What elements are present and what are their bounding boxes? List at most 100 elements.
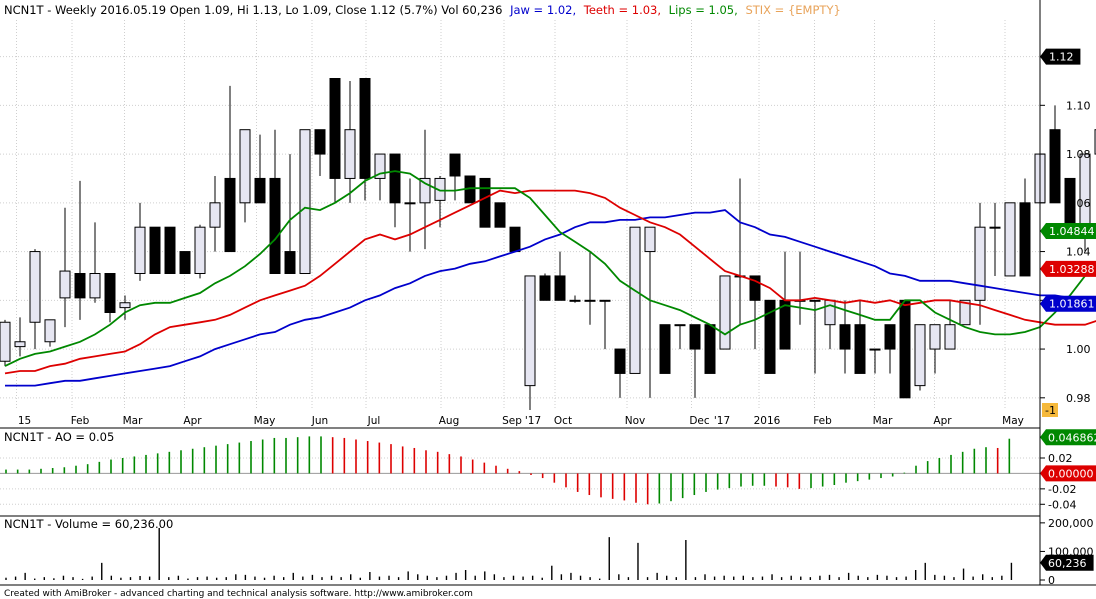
bullish-candle bbox=[14, 341, 26, 348]
x-axis-label: May bbox=[254, 415, 276, 427]
ao-value-badges: 0.046862 0.00000 bbox=[1040, 429, 1096, 482]
bullish-candle bbox=[809, 299, 821, 302]
price-badge-label: 1.12 bbox=[1049, 51, 1074, 64]
corner-badge bbox=[1042, 403, 1058, 417]
bullish-candle bbox=[599, 299, 611, 302]
price-header: NCN1T - Weekly 2016.05.19 Open 1.09, Hi … bbox=[4, 3, 502, 17]
bearish-candle bbox=[899, 299, 911, 399]
bullish-candle bbox=[29, 251, 41, 323]
ao-badge bbox=[1040, 465, 1096, 482]
bullish-candle bbox=[59, 270, 71, 299]
footer-credit: Created with AmiBroker - advanced charti… bbox=[4, 589, 473, 599]
bullish-candle bbox=[89, 273, 101, 299]
bearish-candle bbox=[659, 324, 671, 374]
ao-y-axis: 0.02 -0.02 -0.04 bbox=[1040, 452, 1076, 511]
bullish-candle bbox=[194, 226, 206, 274]
bullish-candle bbox=[374, 153, 386, 179]
x-axis-label: Oct bbox=[554, 415, 572, 427]
x-axis-label: Mar bbox=[123, 415, 143, 427]
bearish-candle bbox=[224, 177, 236, 253]
bullish-candle bbox=[584, 299, 596, 302]
bullish-candle bbox=[674, 324, 686, 327]
bullish-candle bbox=[0, 321, 11, 362]
bearish-candle bbox=[764, 299, 776, 374]
price-badge bbox=[1040, 295, 1096, 312]
jaw-line bbox=[5, 209, 1096, 387]
bearish-candle bbox=[149, 226, 161, 274]
bearish-candle bbox=[854, 324, 866, 374]
bullish-candle bbox=[824, 299, 836, 326]
price-pane-title: NCN1T - Weekly 2016.05.19 Open 1.09, Hi … bbox=[4, 3, 841, 17]
bullish-candle bbox=[644, 226, 656, 253]
bearish-candle bbox=[74, 273, 86, 299]
bullish-candle bbox=[719, 275, 731, 350]
bearish-candle bbox=[314, 129, 326, 155]
bearish-candle bbox=[839, 324, 851, 350]
ao-histogram bbox=[5, 436, 1011, 505]
bearish-candle bbox=[704, 324, 716, 374]
bearish-candle bbox=[494, 202, 506, 228]
ao-badge bbox=[1040, 429, 1096, 446]
bearish-candle bbox=[614, 348, 626, 374]
volume-value-badges: 60,236 bbox=[1040, 554, 1094, 571]
x-axis-label: 2016 bbox=[754, 415, 781, 427]
price-badge-label: 1.03288 bbox=[1049, 263, 1095, 276]
lips-line bbox=[4, 170, 1096, 367]
bullish-candle bbox=[629, 226, 641, 374]
bearish-candle bbox=[554, 275, 566, 301]
price-badge-label: 1.04844 bbox=[1049, 225, 1095, 238]
price-tick-label: 1.00 bbox=[1066, 343, 1091, 356]
bullish-candle bbox=[419, 177, 431, 204]
x-axis-label: '17 bbox=[714, 415, 730, 427]
volume-pane: NCN1T - Volume = 60,236.00 200,000100,00… bbox=[4, 517, 1094, 587]
x-axis-label: Sep bbox=[502, 415, 522, 427]
bullish-candle bbox=[344, 129, 356, 179]
ao-tick-label: 0.02 bbox=[1048, 452, 1073, 465]
bearish-candle bbox=[689, 324, 701, 350]
stix-label: STIX = {EMPTY} bbox=[745, 3, 840, 17]
bullish-candle bbox=[119, 302, 131, 309]
jaw-label: Jaw = 1.02, bbox=[509, 3, 576, 17]
x-axis-label: Nov bbox=[625, 415, 646, 427]
price-badge bbox=[1040, 222, 1096, 239]
bullish-candle bbox=[239, 129, 251, 204]
bullish-candle bbox=[944, 324, 956, 350]
corner-label: -1 bbox=[1045, 404, 1056, 417]
price-badge bbox=[1040, 260, 1096, 277]
ao-tick-label: -0.02 bbox=[1048, 483, 1076, 496]
price-pane: NCN1T - Weekly 2016.05.19 Open 1.09, Hi … bbox=[0, 3, 1096, 427]
bearish-candle bbox=[479, 177, 491, 228]
bullish-candle bbox=[404, 202, 416, 205]
alligator-lines bbox=[4, 170, 1096, 387]
bullish-candle bbox=[929, 324, 941, 350]
bearish-candle bbox=[749, 275, 761, 301]
bearish-candle bbox=[539, 275, 551, 301]
bullish-candle bbox=[974, 226, 986, 301]
x-axis-label: Apr bbox=[933, 415, 952, 427]
x-axis-label: May bbox=[1002, 415, 1024, 427]
bullish-candle bbox=[209, 202, 221, 228]
price-badge-label: 1.01861 bbox=[1049, 298, 1095, 311]
bearish-candle bbox=[329, 78, 341, 179]
bullish-candle bbox=[869, 348, 881, 351]
bullish-candle bbox=[134, 226, 146, 274]
bullish-candle bbox=[569, 299, 581, 302]
bearish-candle bbox=[1019, 202, 1031, 277]
teeth-line bbox=[4, 189, 1096, 375]
bearish-candle bbox=[269, 177, 281, 274]
bullish-candle bbox=[914, 324, 926, 387]
ao-badge-label: 0.00000 bbox=[1048, 467, 1094, 480]
x-axis-label: '17 bbox=[525, 415, 541, 427]
bearish-candle bbox=[179, 251, 191, 274]
bearish-candle bbox=[509, 226, 521, 253]
bullish-candle bbox=[44, 319, 56, 343]
ao-tick-label: -0.04 bbox=[1048, 498, 1076, 511]
x-axis-label: Feb bbox=[813, 415, 832, 427]
x-axis-label: Mar bbox=[873, 415, 893, 427]
price-tick-label: 1.06 bbox=[1066, 197, 1091, 210]
ao-pane: NCN1T - AO = 0.05 0.02 -0.02 -0.04 0.04686… bbox=[0, 429, 1096, 511]
price-tick-label: 1.04 bbox=[1066, 246, 1091, 259]
bearish-candle bbox=[389, 153, 401, 204]
bearish-candle bbox=[359, 78, 371, 179]
